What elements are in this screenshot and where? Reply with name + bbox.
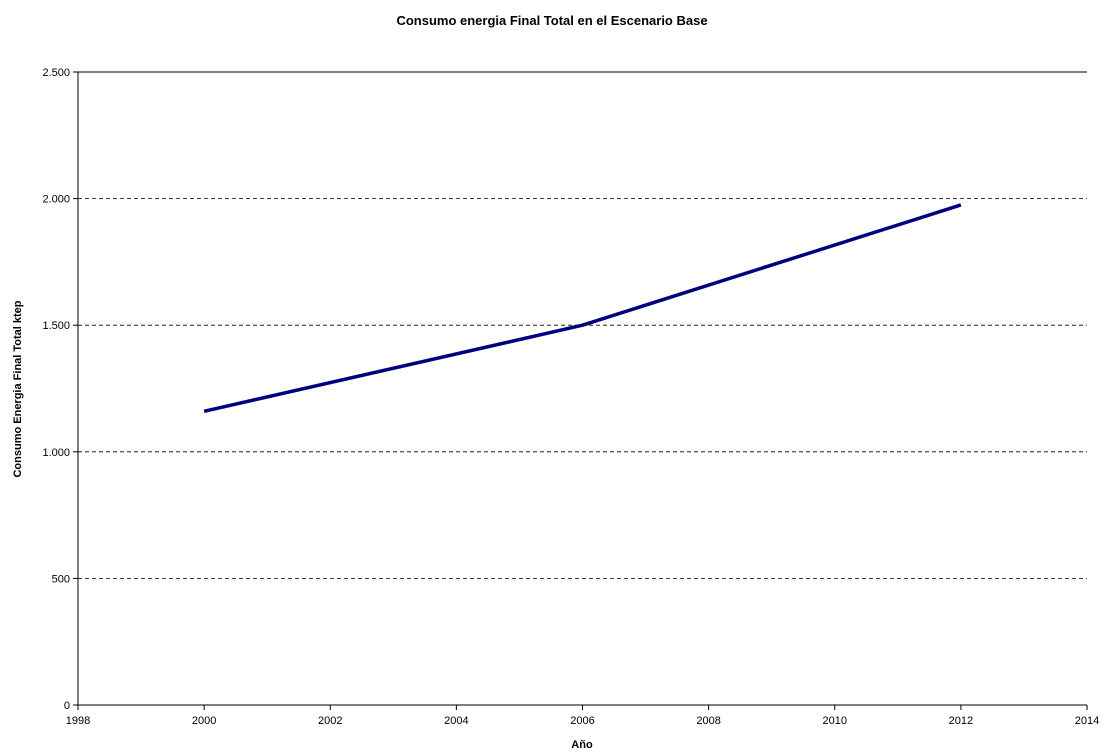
x-tick-label: 2004 [444, 715, 468, 727]
x-tick-label: 2000 [192, 715, 216, 727]
x-tick-label: 2008 [696, 715, 720, 727]
y-axis-title: Consumo Energia Final Total ktep [12, 300, 24, 477]
y-tick-label: 500 [52, 573, 70, 585]
x-tick-label: 1998 [66, 715, 90, 727]
y-tick-label: 1.000 [42, 447, 70, 459]
series [203, 203, 962, 413]
x-tick-label: 2002 [318, 715, 342, 727]
x-axis-title: Año [571, 739, 593, 751]
x-axis-ticks: 1998 2000 2002 2004 2006 2008 2010 2012 2014 [66, 705, 1099, 727]
x-tick-label: 2006 [570, 715, 594, 727]
x-tick-label: 2012 [949, 715, 973, 727]
x-tick-label: 2014 [1075, 715, 1099, 727]
y-tick-label: 1.500 [42, 320, 70, 332]
x-tick-label: 2010 [823, 715, 847, 727]
y-tick-label: 2.500 [42, 67, 70, 79]
axes [77, 72, 1087, 706]
y-tick-label: 0 [64, 700, 70, 712]
y-axis-ticks: 0 500 1.000 1.500 2.000 2.500 [42, 67, 78, 712]
y-tick-label: 2.000 [42, 194, 70, 206]
chart-title: Consumo energia Final Total en el Escena… [396, 13, 707, 28]
series-line [203, 203, 962, 413]
